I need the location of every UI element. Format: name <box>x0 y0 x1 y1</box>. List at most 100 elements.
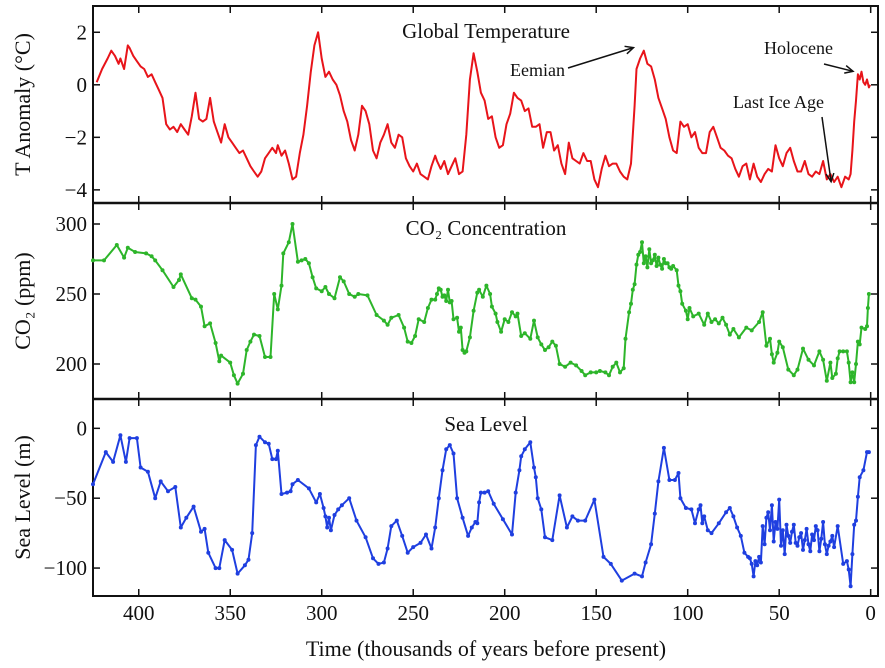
data-point <box>634 262 639 267</box>
data-point <box>125 245 130 250</box>
data-point <box>446 287 450 292</box>
data-point <box>812 363 816 368</box>
data-point <box>114 243 119 247</box>
data-point <box>528 440 533 445</box>
data-point <box>138 465 143 470</box>
data-point <box>455 496 460 501</box>
data-point <box>806 357 811 362</box>
data-point <box>528 336 533 341</box>
data-point <box>610 364 615 369</box>
data-point <box>854 518 858 523</box>
data-point <box>385 546 390 551</box>
data-point <box>286 240 291 245</box>
data-point <box>153 258 158 263</box>
data-point <box>270 457 275 462</box>
data-point <box>127 436 132 441</box>
arrow-head-icon <box>825 172 835 184</box>
data-point <box>713 317 718 322</box>
data-point <box>779 543 783 548</box>
data-point <box>153 496 158 501</box>
data-point <box>817 549 822 554</box>
data-point <box>347 292 352 296</box>
data-point <box>440 468 445 473</box>
data-point <box>376 561 381 566</box>
data-point <box>700 521 705 526</box>
data-point <box>769 352 774 357</box>
data-point <box>118 433 123 438</box>
data-point <box>683 506 688 510</box>
y-tick-label: 300 <box>56 212 88 236</box>
data-point <box>328 528 333 533</box>
data-point <box>213 566 218 571</box>
data-point <box>757 554 762 559</box>
data-point <box>727 506 732 510</box>
data-point <box>824 552 829 557</box>
data-point <box>242 563 247 568</box>
data-point <box>451 451 456 456</box>
data-point <box>742 550 747 555</box>
data-point <box>458 325 463 330</box>
data-point <box>855 494 860 499</box>
data-point <box>543 348 547 352</box>
data-point <box>828 360 833 365</box>
data-point <box>790 529 794 534</box>
data-point <box>861 468 866 473</box>
data-point <box>777 497 782 502</box>
data-point <box>290 222 295 226</box>
data-point <box>532 465 536 470</box>
data-point <box>782 552 787 557</box>
data-point <box>166 489 170 494</box>
data-point <box>850 552 855 557</box>
data-point <box>837 349 842 354</box>
data-point <box>400 533 405 538</box>
data-point <box>736 335 741 340</box>
data-point <box>546 345 551 350</box>
data-point <box>371 556 375 561</box>
data-point <box>517 468 522 473</box>
data-point <box>123 459 128 464</box>
data-point <box>491 501 496 506</box>
data-point <box>133 250 138 254</box>
data-point <box>275 448 280 453</box>
data-point <box>425 306 430 310</box>
data-point <box>799 531 804 536</box>
data-point <box>405 339 410 344</box>
data-point <box>184 515 189 520</box>
data-point <box>543 535 547 540</box>
data-point <box>396 313 401 317</box>
data-point <box>791 522 796 527</box>
data-point <box>268 355 273 359</box>
data-point <box>801 346 805 351</box>
y-tick-label: −4 <box>65 178 88 202</box>
x-tick-label: 250 <box>397 601 429 625</box>
data-point <box>574 363 579 368</box>
data-point <box>466 533 471 538</box>
data-point <box>356 292 361 296</box>
data-point <box>764 515 769 520</box>
data-point <box>588 370 593 375</box>
data-point <box>323 285 328 289</box>
data-point <box>830 376 835 380</box>
data-point <box>416 317 421 322</box>
data-point <box>603 370 608 375</box>
data-point <box>804 526 809 531</box>
data-point <box>564 525 569 530</box>
y-tick-label: −2 <box>65 125 87 149</box>
data-point <box>817 349 822 354</box>
data-point <box>773 520 778 524</box>
data-point <box>317 492 322 496</box>
data-point <box>597 369 602 373</box>
data-point <box>144 251 149 256</box>
data-point <box>802 538 807 543</box>
y-tick-label: 0 <box>77 416 88 440</box>
data-point <box>178 272 183 277</box>
data-point <box>857 475 862 480</box>
data-point <box>753 559 758 564</box>
data-point <box>619 578 624 583</box>
data-point <box>435 292 439 296</box>
data-point <box>731 514 736 519</box>
data-point <box>608 561 613 566</box>
data-point <box>702 514 707 519</box>
y-axis-label: CO₂ (ppm) <box>10 252 35 350</box>
data-point <box>206 550 211 555</box>
